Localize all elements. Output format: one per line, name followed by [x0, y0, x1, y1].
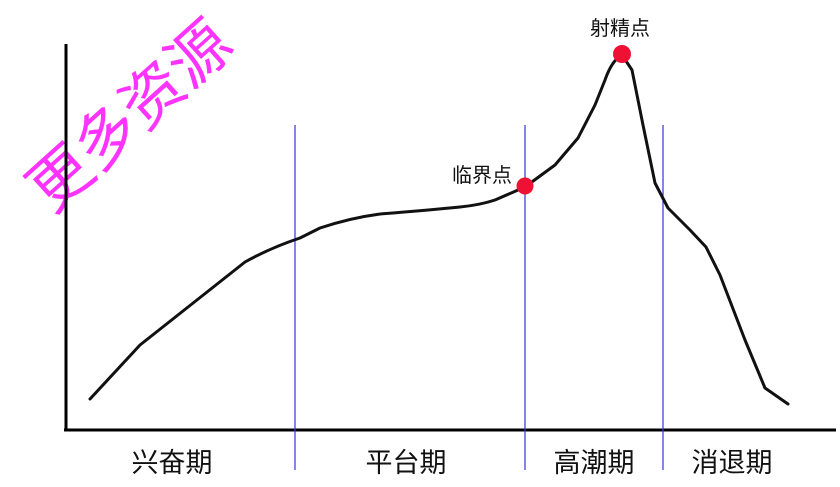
critical-point-label: 临界点: [452, 163, 512, 187]
phase-label-excitement: 兴奋期: [132, 448, 213, 479]
phase-label-plateau: 平台期: [366, 448, 447, 479]
ejaculation-point-marker: [613, 45, 631, 63]
ejaculation-point-label: 射精点: [590, 16, 650, 40]
phase-label-resolution: 消退期: [692, 448, 773, 479]
response-curve: [88, 53, 790, 406]
watermark-text: 更多资源: [13, 6, 246, 226]
phase-label-orgasm: 高潮期: [554, 448, 635, 479]
critical-point-marker: [516, 177, 534, 195]
